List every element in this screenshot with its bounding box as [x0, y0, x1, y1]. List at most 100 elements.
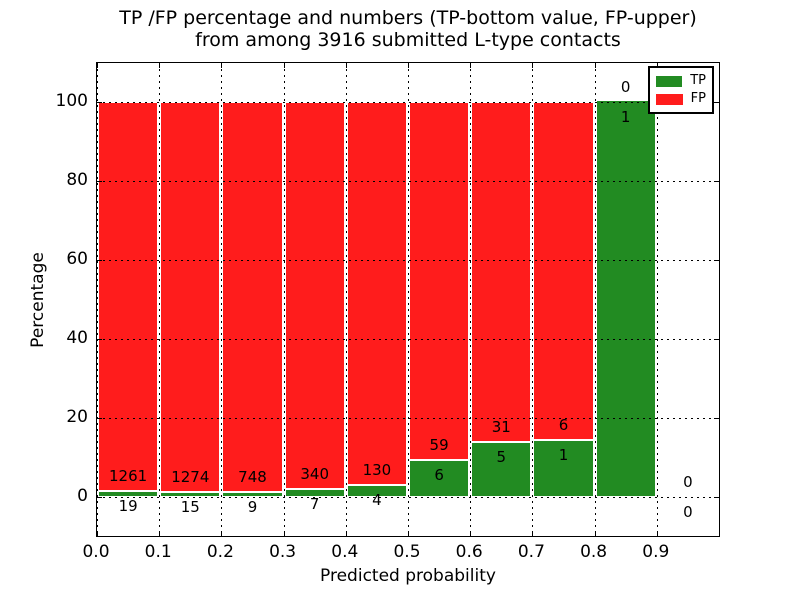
fp-count-label-2: 748 — [238, 467, 267, 486]
x-tick-0.0 — [97, 531, 98, 536]
x-tick-top-0.2 — [221, 63, 223, 68]
y-tick-label-20: 20 — [66, 406, 88, 427]
x-tick-label-0.7: 0.7 — [517, 542, 545, 562]
chart-title-line-1: TP /FP percentage and numbers (TP-bottom… — [119, 7, 697, 29]
x-tick-label-0.1: 0.1 — [144, 542, 172, 562]
fp-count-label-7: 6 — [558, 416, 569, 435]
x-tick-top-0.3 — [283, 63, 285, 68]
tp-count-label-7: 1 — [558, 446, 569, 465]
y-tick-60 — [97, 260, 102, 262]
bar-bin-8 — [595, 101, 656, 497]
x-tick-label-0.5: 0.5 — [393, 542, 421, 562]
bar-tp-segment-5 — [410, 459, 469, 496]
tp-count-label-4: 4 — [372, 490, 382, 509]
legend-swatch-tp-icon — [656, 75, 683, 87]
x-tick-label-0.3: 0.3 — [269, 542, 297, 562]
bar-bin-7 — [533, 102, 594, 497]
bar-tp-segment-0 — [99, 489, 158, 496]
fp-count-label-6: 31 — [491, 417, 511, 436]
y-tick-label-100: 100 — [55, 91, 88, 112]
x-tick-top-0.1 — [159, 63, 161, 68]
bar-tp-segment-3 — [285, 487, 344, 496]
x-tick-0.6 — [470, 531, 472, 536]
tp-count-label-8: 1 — [620, 108, 631, 127]
x-tick-0.1 — [159, 531, 161, 536]
y-tick-100 — [97, 102, 102, 104]
chart-title: TP /FP percentage and numbers (TP-bottom… — [96, 7, 720, 51]
v-gridline-0.9 — [656, 63, 658, 536]
bar-bin-5 — [409, 102, 470, 497]
plot-area: 1261 19 1274 15 748 9 340 7 130 4 59 6 31 5 6 1 0 1 0 0 TP F… — [96, 62, 720, 537]
plot-inner: 1261 19 1274 15 748 9 340 7 130 4 59 6 31 5 6 1 0 1 0 0 — [97, 63, 719, 536]
x-tick-top-0.8 — [594, 63, 596, 68]
x-tick-0.9 — [656, 531, 658, 536]
x-axis-title: Predicted probability — [320, 566, 496, 586]
bar-tp-segment-6 — [472, 440, 531, 496]
y-tick-right-60 — [714, 260, 719, 262]
x-tick-0.7 — [532, 531, 534, 536]
bar-bin-3 — [284, 102, 345, 497]
x-tick-0.3 — [283, 531, 285, 536]
v-gridline-0.4 — [345, 63, 347, 536]
bar-tp-segment-7 — [534, 439, 593, 496]
legend-label-tp: TP — [690, 73, 706, 88]
fp-count-label-3: 340 — [300, 464, 329, 483]
bar-tp-segment-4 — [347, 483, 406, 496]
bar-tp-segment-1 — [161, 490, 220, 496]
y-tick-label-40: 40 — [66, 327, 88, 348]
legend-row-tp: TP — [656, 74, 706, 88]
x-tick-0.2 — [221, 531, 223, 536]
tp-count-label-5: 6 — [434, 466, 444, 485]
y-tick-right-80 — [714, 181, 719, 183]
x-tick-label-0.8: 0.8 — [580, 542, 608, 562]
v-gridline-0.3 — [283, 63, 285, 536]
bar-bin-4 — [346, 102, 407, 497]
x-tick-label-0.9: 0.9 — [642, 542, 670, 562]
tp-count-label-9: 0 — [683, 502, 693, 521]
fp-count-label-4: 130 — [362, 460, 392, 479]
y-tick-80 — [97, 181, 102, 183]
y-tick-label-80: 80 — [66, 170, 88, 191]
bar-bin-2 — [222, 102, 283, 497]
v-gridline-0.1 — [159, 63, 161, 536]
x-tick-label-0.0: 0.0 — [82, 542, 110, 562]
fp-count-label-1: 1274 — [171, 468, 210, 486]
v-gridline-0.2 — [221, 63, 223, 536]
chart-title-line-2: from among 3916 submitted L-type contact… — [195, 29, 621, 51]
x-tick-0.5 — [408, 531, 409, 536]
x-tick-top-0.6 — [470, 63, 472, 68]
x-tick-0.4 — [345, 531, 347, 536]
tp-count-label-1: 15 — [180, 498, 200, 516]
tp-count-label-0: 19 — [118, 496, 138, 515]
tp-count-label-6: 5 — [496, 447, 507, 466]
y-tick-0 — [97, 496, 102, 498]
y-tick-right-20 — [714, 417, 719, 419]
x-tick-label-0.2: 0.2 — [206, 542, 234, 562]
fp-count-label-8: 0 — [620, 78, 631, 97]
bar-bin-0 — [98, 102, 159, 497]
y-tick-right-40 — [714, 338, 719, 340]
v-gridline-0.8 — [594, 63, 596, 536]
v-gridline-0.5 — [408, 63, 409, 536]
legend-row-fp: FP — [656, 92, 706, 106]
y-tick-40 — [97, 338, 102, 340]
x-tick-top-0.9 — [656, 63, 658, 68]
tp-count-label-2: 9 — [247, 497, 258, 516]
y-tick-label-0: 0 — [77, 485, 88, 506]
bar-bin-1 — [160, 102, 221, 497]
x-tick-top-0.4 — [345, 63, 347, 68]
y-tick-20 — [97, 417, 102, 419]
y-tick-label-60: 60 — [66, 249, 88, 270]
y-axis-title: Percentage — [28, 252, 48, 348]
v-gridline-0.0 — [97, 63, 98, 536]
x-tick-label-0.6: 0.6 — [455, 542, 483, 562]
bar-tp-segment-8 — [596, 101, 655, 496]
x-tick-top-0.5 — [408, 63, 409, 68]
fp-count-label-0: 1261 — [109, 466, 148, 485]
legend: TP FP — [648, 66, 714, 114]
bar-tp-segment-2 — [223, 490, 282, 496]
x-tick-label-0.4: 0.4 — [331, 542, 359, 562]
fp-count-label-5: 59 — [429, 436, 449, 455]
bar-bin-6 — [471, 102, 532, 497]
v-gridline-0.7 — [532, 63, 534, 536]
